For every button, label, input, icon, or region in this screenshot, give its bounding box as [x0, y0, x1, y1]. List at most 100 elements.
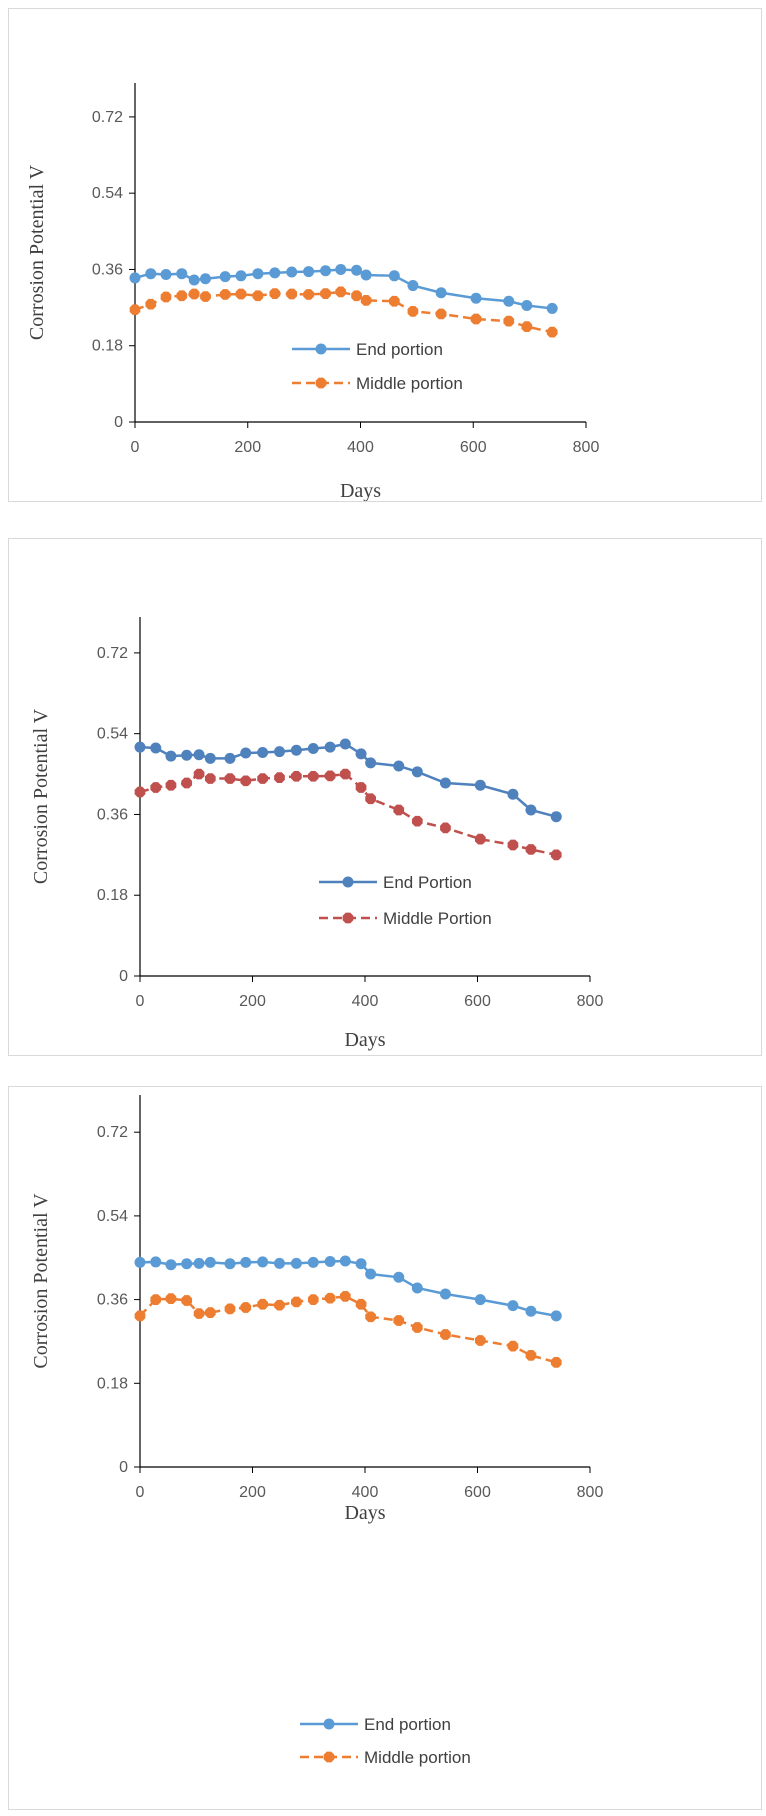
- data-point: [365, 793, 376, 805]
- x-tick-label: 200: [239, 1484, 266, 1501]
- legend-label: Middle Portion: [383, 909, 492, 928]
- data-point: [474, 779, 486, 791]
- data-point: [411, 766, 423, 778]
- data-point: [181, 1295, 193, 1306]
- data-point: [224, 1258, 236, 1270]
- data-point: [393, 760, 405, 772]
- data-point: [134, 786, 146, 798]
- data-point: [129, 304, 141, 316]
- data-point: [204, 773, 216, 784]
- data-point: [440, 1329, 451, 1340]
- data-point: [219, 271, 231, 283]
- data-point: [365, 1311, 376, 1323]
- y-tick-label: 0.54: [97, 1208, 128, 1225]
- data-point: [129, 272, 141, 284]
- legend-marker: [342, 912, 354, 924]
- y-tick-label: 0.18: [92, 338, 123, 355]
- data-point: [355, 748, 367, 760]
- data-point: [252, 290, 264, 302]
- data-point: [335, 263, 347, 275]
- x-tick-label: 800: [577, 1484, 604, 1501]
- chart-panel-1: 0 0.18 0.36 0.54 0.72 0 200 400 600 800 Days Corros…: [8, 8, 762, 502]
- data-point: [199, 273, 211, 285]
- chart-1: 0 0.18 0.36 0.54 0.72 0 200 400 600 800 Days Corros…: [26, 83, 599, 501]
- data-point: [176, 268, 188, 280]
- data-point: [411, 815, 423, 827]
- data-point: [204, 1256, 216, 1268]
- data-point: [240, 775, 252, 787]
- data-point: [240, 747, 252, 759]
- y-axis-title: Corrosion Potential V: [30, 708, 52, 884]
- x-tick-label: 600: [464, 1484, 491, 1501]
- data-point: [550, 1357, 562, 1368]
- data-point: [503, 295, 515, 307]
- data-point: [324, 770, 336, 782]
- data-point: [193, 749, 205, 761]
- data-point: [224, 752, 236, 764]
- data-point: [274, 1299, 285, 1311]
- data-point: [439, 777, 451, 789]
- data-point: [150, 1256, 162, 1268]
- series-line: [139, 1295, 557, 1364]
- x-tick-label: 400: [352, 993, 379, 1010]
- x-tick-label: 200: [239, 993, 266, 1010]
- y-tick-label: 0.54: [92, 185, 123, 202]
- data-point: [303, 266, 315, 278]
- series-middle: [134, 1290, 562, 1368]
- data-point: [188, 288, 200, 300]
- data-point: [160, 291, 172, 303]
- data-point: [320, 265, 332, 277]
- data-point: [339, 1255, 351, 1267]
- data-point: [257, 773, 268, 784]
- data-point: [388, 270, 400, 282]
- data-point: [165, 779, 177, 791]
- data-point: [188, 274, 200, 286]
- data-point: [550, 811, 562, 823]
- data-point: [320, 288, 331, 299]
- data-point: [507, 1300, 519, 1312]
- data-point: [355, 1298, 367, 1310]
- series-middle: [134, 768, 562, 861]
- data-point: [335, 286, 347, 298]
- data-point: [393, 804, 405, 816]
- data-point: [365, 757, 377, 769]
- data-point: [240, 1256, 252, 1268]
- legend: End portion Middle portion: [292, 340, 463, 393]
- data-point: [193, 1308, 205, 1319]
- data-point: [252, 268, 264, 280]
- legend-label: Middle portion: [364, 1748, 471, 1767]
- data-point: [521, 299, 533, 311]
- data-point: [204, 1307, 216, 1318]
- x-tick-label: 0: [136, 1484, 145, 1501]
- data-point: [440, 822, 451, 834]
- legend-marker: [323, 1718, 335, 1730]
- data-point: [407, 306, 419, 317]
- data-point: [521, 321, 533, 333]
- y-tick-label: 0.36: [97, 1292, 128, 1309]
- data-point: [286, 288, 298, 300]
- y-tick-label: 0.72: [97, 1124, 128, 1141]
- data-point: [150, 782, 162, 793]
- legend-marker: [315, 377, 327, 389]
- data-point: [474, 1335, 486, 1346]
- y-tick-label: 0.72: [92, 109, 123, 126]
- legend-marker: [315, 343, 327, 355]
- data-point: [193, 1257, 205, 1269]
- data-point: [257, 1298, 268, 1310]
- legend-label: Middle portion: [356, 374, 463, 393]
- data-point: [324, 1292, 336, 1304]
- legend-label: End portion: [356, 340, 443, 359]
- data-point: [286, 266, 298, 278]
- data-point: [546, 302, 558, 314]
- data-point: [525, 1305, 537, 1317]
- data-point: [134, 1256, 146, 1268]
- data-point: [360, 269, 372, 281]
- legend-marker: [342, 876, 354, 888]
- data-point: [507, 1340, 519, 1352]
- data-point: [134, 1310, 146, 1322]
- data-point: [355, 1258, 367, 1270]
- data-point: [165, 750, 177, 762]
- y-tick-label: 0.18: [97, 1375, 128, 1392]
- data-point: [411, 1322, 423, 1333]
- data-point: [274, 746, 285, 758]
